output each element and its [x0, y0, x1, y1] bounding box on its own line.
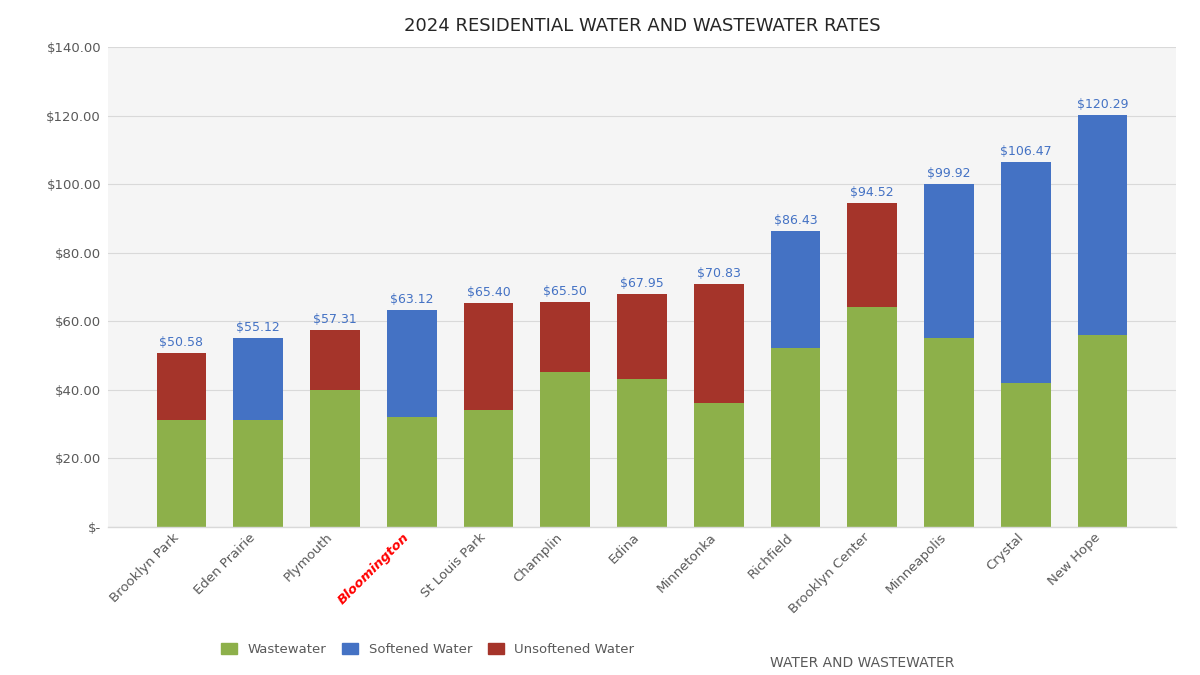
Text: $70.83: $70.83 [697, 267, 740, 280]
Title: 2024 RESIDENTIAL WATER AND WASTEWATER RATES: 2024 RESIDENTIAL WATER AND WASTEWATER RA… [403, 17, 881, 34]
Text: $120.29: $120.29 [1076, 98, 1128, 111]
Text: $65.40: $65.40 [467, 286, 510, 298]
Text: $99.92: $99.92 [928, 167, 971, 180]
Legend: Wastewater, Softened Water, Unsoftened Water: Wastewater, Softened Water, Unsoftened W… [221, 643, 635, 657]
Bar [1001, 383, 1051, 526]
Bar [1078, 115, 1128, 335]
Text: $67.95: $67.95 [620, 277, 664, 290]
Bar [310, 330, 360, 389]
Text: $94.52: $94.52 [851, 186, 894, 199]
Bar [540, 302, 590, 373]
Text: $50.58: $50.58 [160, 336, 204, 349]
Text: $57.31: $57.31 [313, 313, 356, 326]
Bar [233, 338, 283, 421]
Bar [847, 203, 898, 307]
Bar [847, 307, 898, 526]
Text: $63.12: $63.12 [390, 294, 433, 306]
Bar [463, 410, 514, 526]
Bar [386, 417, 437, 526]
Text: $55.12: $55.12 [236, 321, 280, 333]
Bar [386, 310, 437, 417]
Text: $65.50: $65.50 [544, 285, 587, 298]
Bar [310, 389, 360, 526]
Bar [540, 373, 590, 526]
Bar [463, 302, 514, 410]
Bar [694, 284, 744, 403]
Bar [694, 403, 744, 526]
Bar [924, 184, 974, 338]
Bar [617, 379, 667, 526]
Bar [617, 294, 667, 379]
Bar [770, 231, 821, 348]
Bar [924, 338, 974, 526]
Bar [770, 348, 821, 526]
Text: $86.43: $86.43 [774, 213, 817, 227]
Text: WATER AND WASTEWATER: WATER AND WASTEWATER [770, 656, 954, 670]
Bar [1078, 335, 1128, 526]
Text: $106.47: $106.47 [1000, 145, 1051, 158]
Bar [156, 421, 206, 526]
Bar [233, 421, 283, 526]
Bar [156, 353, 206, 421]
Bar [1001, 162, 1051, 383]
